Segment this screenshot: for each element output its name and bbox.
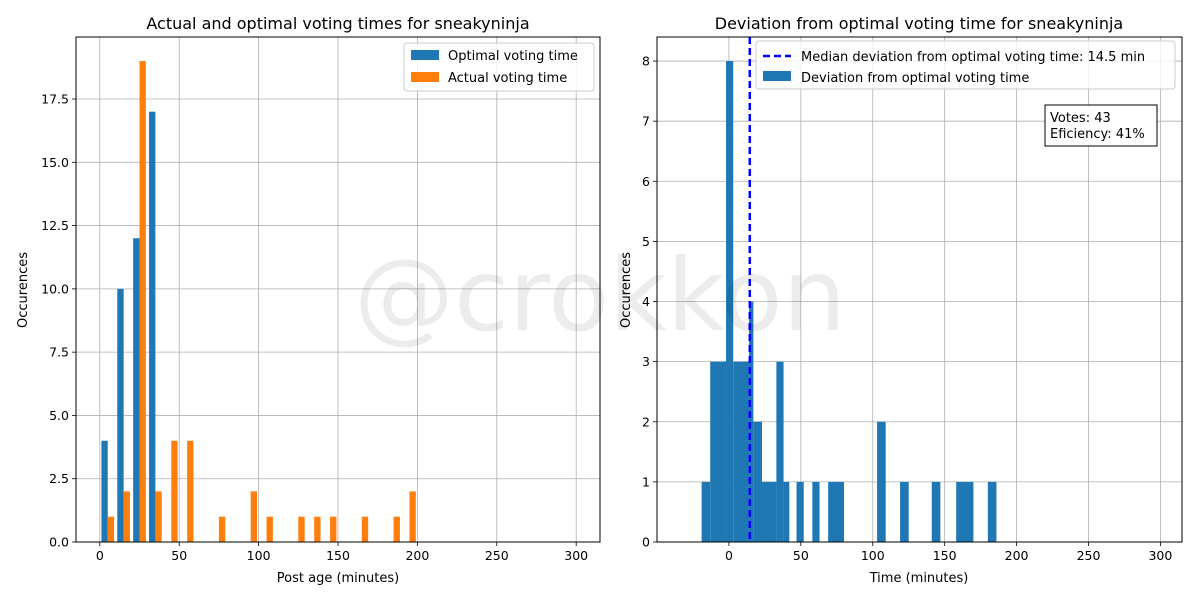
left-xtick-label: 50	[171, 548, 187, 563]
left-bar-actual	[266, 516, 273, 542]
right-ticks: 0 50 100 150 200 250 300 0 1 2 3 4 5 6 7 8	[642, 54, 1172, 563]
left-xtick-label: 200	[405, 548, 429, 563]
left-legend-box	[403, 42, 595, 92]
left-y-axis-label: Occurences	[16, 252, 31, 328]
left-chart: 0 50 100 150 200 250 300 0.0 2.5 5.0 7.5 10.0 12.5 15…	[16, 14, 601, 586]
left-ytick-label: 5.0	[49, 408, 69, 423]
watermark: @crokkon	[354, 237, 846, 354]
deviation-bar	[828, 481, 844, 542]
right-ytick-label: 5	[642, 234, 650, 249]
right-ytick-label: 3	[642, 354, 650, 369]
right-ytick-label: 6	[642, 174, 650, 189]
deviation-bar	[931, 481, 941, 542]
left-xtick-label: 0	[96, 548, 104, 563]
left-xtick-label: 150	[326, 548, 350, 563]
stats-box	[1044, 104, 1158, 147]
right-ytick-label: 4	[642, 294, 650, 309]
deviation-bar	[776, 361, 784, 542]
deviation-bar	[701, 481, 711, 542]
left-bar-actual	[218, 516, 226, 542]
deviation-bar	[796, 481, 804, 542]
left-bar-optimal	[149, 111, 156, 542]
stats-annotation: Votes: 43 Eficiency: 41%	[1044, 104, 1158, 147]
deviation-bar	[783, 481, 790, 542]
left-bar-actual	[409, 491, 416, 542]
right-y-axis-label: Occurences	[619, 252, 634, 328]
left-bar-actual	[250, 491, 258, 542]
deviation-bar	[956, 481, 974, 542]
right-xtick-label: 100	[861, 548, 885, 563]
right-chart-title: Deviation from optimal voting time for s…	[715, 14, 1123, 33]
left-bar-actual	[314, 516, 321, 542]
right-axes-frame	[656, 36, 1183, 543]
right-ytick-label: 1	[642, 474, 650, 489]
left-xtick-label: 300	[564, 548, 588, 563]
left-ytick-label: 12.5	[41, 218, 69, 233]
right-legend-box	[755, 40, 1176, 90]
left-bar-actual	[139, 61, 146, 543]
deviation-bar	[762, 481, 777, 542]
votes-text: Votes: 43	[1050, 111, 1111, 126]
deviation-bar	[812, 481, 820, 542]
deviation-bar	[726, 61, 734, 543]
left-xtick-label: 100	[247, 548, 271, 563]
left-ytick-label: 10.0	[41, 281, 69, 296]
left-ytick-label: 15.0	[41, 155, 69, 170]
deviation-bar	[877, 421, 886, 542]
legend-swatch-deviation	[763, 71, 791, 81]
left-xtick-label: 250	[485, 548, 509, 563]
deviation-bar	[710, 361, 727, 542]
right-xtick-label: 0	[725, 548, 733, 563]
right-xtick-label: 300	[1148, 548, 1172, 563]
left-bar-optimal	[101, 440, 108, 542]
legend-label-actual: Actual voting time	[448, 71, 567, 86]
left-bar-actual	[393, 516, 400, 542]
right-ytick-label: 0	[642, 535, 650, 550]
right-legend: Median deviation from optimal voting tim…	[755, 40, 1176, 90]
deviation-bar	[749, 301, 754, 542]
right-x-axis-label: Time (minutes)	[869, 571, 969, 586]
left-bars	[101, 61, 416, 543]
left-ticks: 0 50 100 150 200 250 300 0.0 2.5 5.0 7.5 10.0 12.5 15…	[41, 92, 588, 563]
left-x-axis-label: Post age (minutes)	[277, 571, 399, 586]
deviation-bar	[987, 481, 997, 542]
right-xtick-label: 250	[1077, 548, 1101, 563]
left-ytick-label: 0.0	[49, 535, 69, 550]
efficiency-text: Eficiency: 41%	[1050, 127, 1145, 142]
left-bar-optimal	[133, 238, 140, 542]
right-xtick-label: 150	[933, 548, 957, 563]
right-bars	[701, 61, 997, 543]
left-bar-actual	[155, 491, 162, 542]
left-bar-actual	[298, 516, 305, 542]
left-legend: Optimal voting time Actual voting time	[403, 42, 595, 92]
right-chart: 0 50 100 150 200 250 300 0 1 2 3 4 5 6 7 8 Deviation fr…	[619, 14, 1183, 586]
left-bar-actual	[171, 440, 178, 542]
legend-label-deviation: Deviation from optimal voting time	[801, 71, 1029, 86]
left-ytick-label: 2.5	[49, 471, 69, 486]
deviation-bar	[733, 361, 750, 542]
left-bar-actual	[107, 516, 115, 542]
left-bar-actual	[330, 516, 337, 542]
right-xtick-label: 50	[793, 548, 809, 563]
deviation-bar	[753, 421, 762, 542]
legend-swatch-optimal	[411, 50, 439, 60]
right-xtick-label: 200	[1005, 548, 1029, 563]
deviation-bar	[900, 481, 909, 542]
legend-label-median: Median deviation from optimal voting tim…	[801, 50, 1145, 65]
legend-label-optimal: Optimal voting time	[448, 49, 578, 64]
left-bar-actual	[123, 491, 130, 542]
left-bar-actual	[361, 516, 369, 542]
legend-swatch-actual	[411, 72, 439, 82]
right-ytick-label: 2	[642, 414, 650, 429]
left-chart-title: Actual and optimal voting times for snea…	[146, 14, 529, 33]
right-ytick-label: 8	[642, 54, 650, 69]
right-ytick-label: 7	[642, 114, 650, 129]
left-bar-optimal	[117, 288, 124, 542]
left-ytick-label: 7.5	[49, 345, 69, 360]
left-bar-actual	[187, 440, 194, 542]
left-ytick-label: 17.5	[41, 92, 69, 107]
